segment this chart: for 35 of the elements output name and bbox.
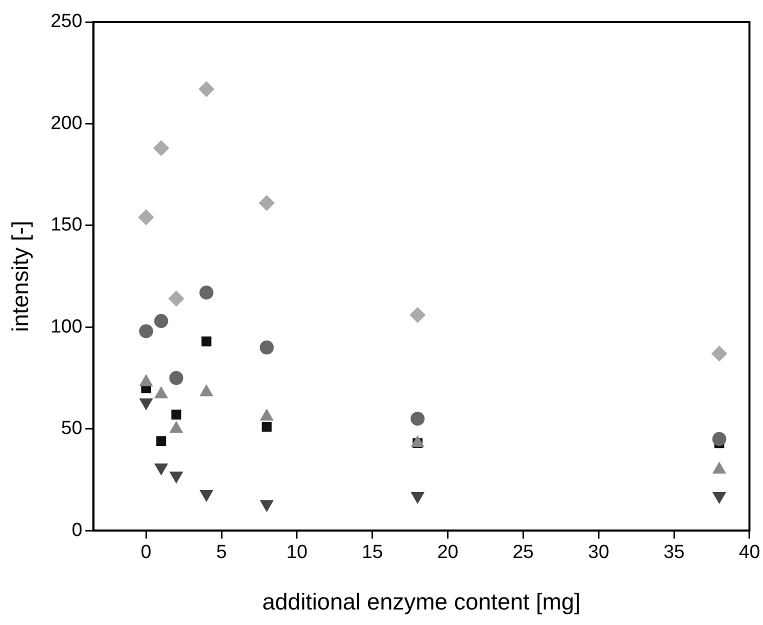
point [171, 410, 182, 420]
point [139, 324, 154, 338]
point [168, 290, 184, 307]
y-tick-label: 200 [50, 112, 82, 134]
x-tick-label: 20 [437, 542, 458, 564]
point [711, 346, 728, 362]
point [153, 140, 170, 156]
y-tick-label: 150 [50, 214, 82, 236]
x-tick-label: 35 [663, 542, 685, 564]
point [138, 209, 154, 226]
x-tick-label: 40 [738, 542, 760, 564]
point [154, 314, 168, 328]
x-tick-label: 0 [140, 542, 152, 564]
y-tick-label: 100 [50, 316, 82, 338]
point [410, 412, 425, 426]
point [198, 81, 214, 98]
x-axis-title: additional enzyme content [mg] [262, 588, 581, 615]
point [258, 195, 275, 212]
y-axis-title: intensity [-] [7, 220, 34, 332]
y-tick-label: 0 [72, 520, 82, 541]
point [260, 340, 274, 355]
y-tick-label: 250 [50, 11, 82, 32]
x-tick-label: 10 [286, 542, 308, 564]
x-tick-label: 15 [362, 542, 383, 564]
point [201, 336, 212, 346]
point [169, 371, 184, 386]
x-tick-label: 5 [216, 542, 227, 564]
point [262, 422, 272, 432]
point [199, 286, 214, 300]
point [156, 436, 166, 446]
point [410, 306, 426, 323]
y-tick-label: 50 [61, 418, 82, 440]
point [712, 432, 726, 446]
x-tick-label: 30 [588, 542, 610, 564]
x-tick-label: 25 [512, 542, 534, 564]
